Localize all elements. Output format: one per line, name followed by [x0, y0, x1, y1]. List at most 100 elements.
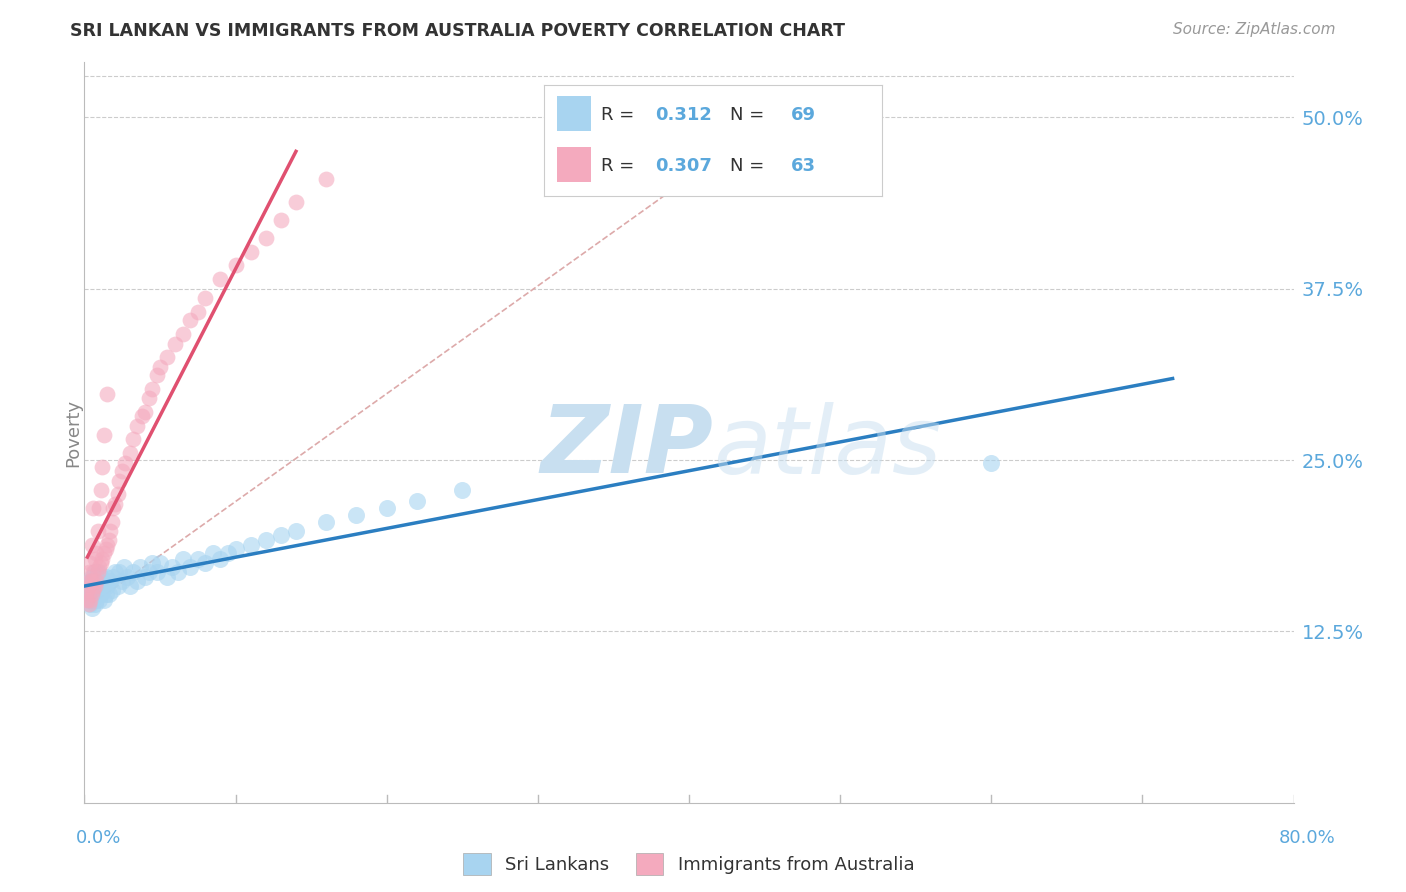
Point [82, 574, 104, 588]
Point [79, 574, 101, 588]
Point [100, 515, 122, 529]
Point [84, 579, 107, 593]
Point [82, 566, 104, 580]
Y-axis label: Poverty: Poverty [65, 399, 82, 467]
Point [77, 566, 100, 580]
Point [138, 392, 160, 406]
Point [89, 566, 111, 580]
Point [86, 593, 108, 607]
Point [138, 566, 160, 580]
Point [225, 258, 247, 272]
Point [131, 409, 153, 424]
Point [89, 593, 111, 607]
Text: 0.0%: 0.0% [76, 830, 121, 847]
Point [114, 456, 136, 470]
Point [86, 569, 108, 583]
Point [79, 597, 101, 611]
Point [84, 597, 107, 611]
Point [134, 569, 156, 583]
Point [84, 551, 107, 566]
Point [80, 579, 103, 593]
Point [84, 566, 107, 580]
Point [90, 483, 112, 498]
Point [89, 560, 111, 574]
Point [146, 566, 169, 580]
Point [315, 515, 337, 529]
Point [104, 497, 127, 511]
Point [79, 593, 101, 607]
Point [112, 560, 135, 574]
Point [94, 587, 117, 601]
Point [111, 464, 134, 478]
Text: Source: ZipAtlas.com: Source: ZipAtlas.com [1173, 22, 1336, 37]
Point [86, 546, 108, 560]
Point [77, 593, 100, 607]
Point [80, 569, 103, 583]
Point [76, 583, 98, 598]
Point [118, 446, 141, 460]
Point [127, 418, 149, 433]
Point [239, 244, 262, 259]
Point [121, 566, 143, 580]
Text: ZIP: ZIP [540, 401, 713, 493]
Point [87, 583, 110, 598]
Point [93, 576, 115, 591]
Point [187, 305, 209, 319]
Legend: Sri Lankans, Immigrants from Australia: Sri Lankans, Immigrants from Australia [457, 847, 921, 882]
Point [89, 501, 111, 516]
Point [209, 551, 232, 566]
Point [93, 546, 115, 560]
Point [101, 569, 124, 583]
Point [77, 579, 100, 593]
Point [80, 587, 103, 601]
Point [172, 326, 194, 341]
Point [97, 587, 120, 601]
Point [149, 556, 172, 570]
Point [172, 551, 194, 566]
Point [149, 359, 172, 374]
Point [91, 583, 114, 598]
Point [254, 231, 277, 245]
Point [87, 566, 110, 580]
Point [285, 195, 308, 210]
Point [80, 601, 103, 615]
Point [346, 508, 368, 522]
Point [141, 382, 163, 396]
Point [87, 524, 110, 539]
Point [96, 579, 118, 593]
Point [76, 593, 98, 607]
Point [118, 579, 141, 593]
Point [91, 459, 114, 474]
Point [97, 533, 120, 547]
Point [82, 593, 104, 607]
Point [134, 405, 156, 419]
Point [89, 579, 111, 593]
Point [96, 387, 118, 401]
Point [94, 569, 117, 583]
Point [111, 574, 134, 588]
Point [101, 501, 124, 516]
Point [225, 542, 247, 557]
Point [91, 551, 114, 566]
Point [209, 272, 232, 286]
Point [285, 524, 308, 539]
Point [115, 569, 138, 583]
Point [96, 538, 118, 552]
Point [107, 487, 129, 501]
Point [451, 483, 474, 498]
Point [79, 556, 101, 570]
Point [187, 551, 209, 566]
Point [93, 593, 115, 607]
Point [108, 474, 131, 488]
Point [107, 579, 129, 593]
Point [108, 566, 131, 580]
Point [98, 574, 121, 588]
Point [100, 583, 122, 598]
Point [121, 433, 143, 447]
Point [82, 501, 104, 516]
Point [80, 538, 103, 552]
Point [77, 597, 100, 611]
Text: SRI LANKAN VS IMMIGRANTS FROM AUSTRALIA POVERTY CORRELATION CHART: SRI LANKAN VS IMMIGRANTS FROM AUSTRALIA … [70, 22, 845, 40]
Point [194, 291, 217, 305]
Point [146, 368, 169, 382]
